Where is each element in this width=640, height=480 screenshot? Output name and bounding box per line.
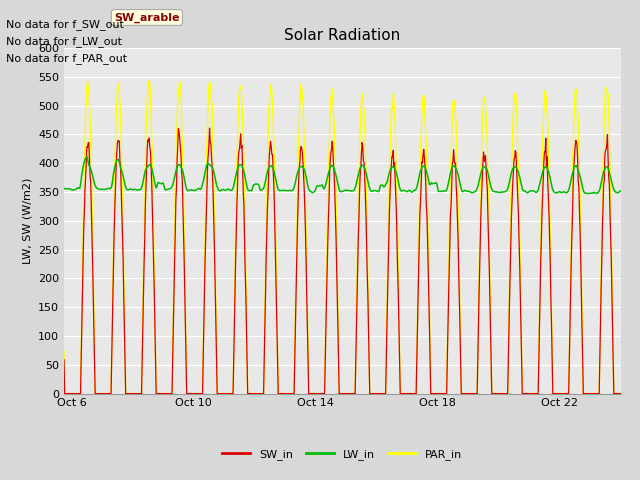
Text: No data for f_SW_out: No data for f_SW_out — [6, 19, 124, 30]
Text: No data for f_LW_out: No data for f_LW_out — [6, 36, 122, 47]
Text: No data for f_PAR_out: No data for f_PAR_out — [6, 53, 127, 64]
Title: Solar Radiation: Solar Radiation — [284, 28, 401, 43]
Legend: SW_in, LW_in, PAR_in: SW_in, LW_in, PAR_in — [218, 444, 467, 464]
Y-axis label: LW, SW (W/m2): LW, SW (W/m2) — [22, 178, 33, 264]
Text: SW_arable: SW_arable — [114, 12, 180, 23]
